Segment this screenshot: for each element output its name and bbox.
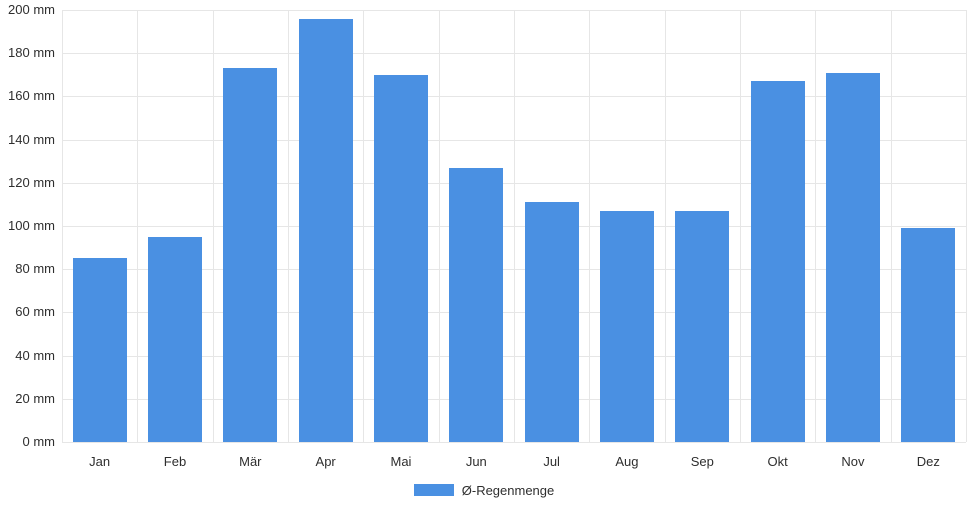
bar-jun[interactable] — [449, 167, 504, 442]
y-tick-label: 180 mm — [8, 45, 55, 61]
y-tick-label: 140 mm — [8, 131, 55, 147]
bar-feb[interactable] — [148, 236, 202, 442]
gridline-vertical — [62, 10, 63, 442]
gridline-vertical — [815, 10, 817, 442]
y-tick-label: 100 mm — [8, 218, 55, 233]
gridline-vertical — [514, 10, 515, 442]
x-tick-label: Jul — [543, 454, 560, 469]
plot-area — [62, 10, 967, 443]
x-tick-label: Mär — [239, 454, 262, 469]
bar-mai[interactable] — [374, 74, 428, 442]
gridline-horizontal — [62, 442, 966, 443]
y-tick-label: 0 mm — [22, 434, 56, 449]
bar-mär[interactable] — [223, 68, 278, 442]
y-tick-label: 40 mm — [15, 347, 55, 363]
x-tick-label: Sep — [690, 454, 714, 469]
y-tick-label: 80 mm — [15, 261, 55, 277]
x-tick-label: Feb — [163, 454, 187, 469]
gridline-vertical — [363, 10, 365, 442]
y-tick-label: 20 mm — [15, 390, 55, 406]
gridline-vertical — [212, 10, 214, 442]
gridline-vertical — [589, 10, 591, 442]
bar-jul[interactable] — [524, 202, 579, 442]
y-tick-label: 120 mm — [8, 174, 55, 190]
legend-label: Ø-Regenmenge — [461, 482, 555, 498]
gridline-vertical — [966, 10, 967, 442]
y-tick-label: 60 mm — [15, 304, 55, 320]
y-tick-label: 200 mm — [8, 2, 55, 17]
x-tick-label: Aug — [615, 454, 639, 469]
x-tick-label: Dez — [916, 454, 940, 469]
gridline-vertical — [438, 10, 440, 442]
gridline-vertical — [288, 10, 289, 442]
x-tick-label: Jun — [465, 454, 487, 469]
x-axis: Jan Feb Mär Apr Mai Jun Jul Aug Sep Okt Nov Dez — [62, 452, 966, 472]
x-tick-label: Mai — [390, 454, 412, 469]
legend-item-regenmenge[interactable]: Ø-Regenmenge — [0, 480, 968, 500]
gridline-vertical — [740, 10, 741, 442]
bar-aug[interactable] — [600, 210, 654, 442]
bar-okt[interactable] — [750, 81, 805, 442]
bar-apr[interactable] — [298, 18, 353, 442]
x-tick-label: Apr — [315, 454, 336, 469]
bar-dez[interactable] — [901, 228, 956, 442]
legend-swatch — [413, 484, 454, 496]
bar-nov[interactable] — [826, 72, 880, 442]
x-tick-label: Okt — [767, 454, 788, 469]
bar-sep[interactable] — [675, 210, 730, 442]
y-tick-label: 160 mm — [8, 88, 55, 104]
x-tick-label: Jan — [89, 454, 111, 469]
bar-jan[interactable] — [72, 258, 127, 442]
gridline-vertical — [890, 10, 892, 442]
gridline-vertical — [137, 10, 139, 442]
gridline-vertical — [664, 10, 666, 442]
x-tick-label: Nov — [841, 454, 865, 469]
